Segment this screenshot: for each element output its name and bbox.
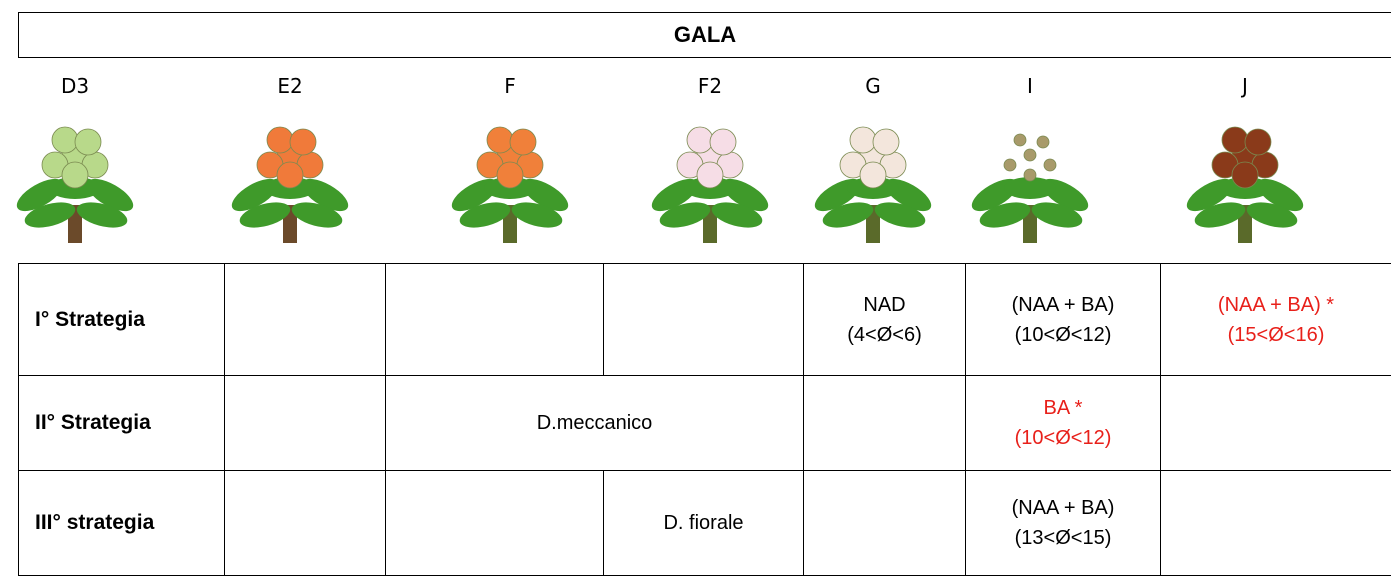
leaf [239, 202, 291, 228]
cell: (NAA + BA) (13<Ø<15) [965, 470, 1161, 576]
text: (13<Ø<15) [1014, 527, 1112, 549]
text: (10<Ø<12) [1014, 427, 1112, 449]
bud [509, 128, 537, 156]
bud [1231, 161, 1259, 189]
leaf [1194, 202, 1246, 228]
cell [803, 470, 966, 576]
leaf [1246, 202, 1298, 228]
text: (4<Ø<6) [847, 323, 922, 346]
stage-label: F2 [697, 74, 723, 98]
bud [1023, 168, 1037, 182]
stage-label: E2 [277, 74, 303, 98]
leaf [511, 202, 563, 228]
leaf [291, 202, 343, 228]
leaf [24, 202, 76, 228]
text: (NAA + BA) [1011, 293, 1115, 316]
text: (10<Ø<12) [1014, 323, 1112, 346]
bud [1023, 148, 1037, 162]
bud [266, 126, 294, 154]
strategy: II° Strategia [18, 375, 225, 471]
bud [1043, 158, 1057, 172]
leaf [822, 202, 874, 228]
leaf [659, 202, 711, 228]
cell [224, 263, 386, 376]
leaf [874, 202, 926, 228]
cell [385, 470, 604, 576]
bud [74, 128, 102, 156]
bud [1003, 158, 1017, 172]
text: D.meccanico [536, 412, 653, 434]
strategy-table: I° Strategia NAD (4<Ø<6) (NAA + BA) (10<Ø<… [18, 263, 1391, 576]
bud [496, 161, 524, 189]
leaf [1004, 177, 1056, 199]
row: I° Strategia NAD (4<Ø<6) (NAA + BA) (10<Ø<… [18, 263, 1391, 376]
bud [61, 161, 89, 189]
bud [276, 161, 304, 189]
cell [1160, 470, 1391, 576]
text: (15<Ø<16) [1227, 323, 1325, 346]
strategy: III° strategia [18, 470, 225, 576]
bud [696, 161, 724, 189]
stage-label: J [1242, 74, 1248, 98]
stage-image [971, 133, 1089, 243]
leaf [979, 202, 1031, 228]
cell: (NAA + BA) * (15<Ø<16) [1160, 263, 1391, 376]
stage-image [651, 126, 769, 243]
bud [1036, 135, 1050, 149]
text: (NAA + BA) * [1217, 293, 1335, 316]
stage-image [231, 126, 349, 243]
cell [224, 470, 386, 576]
stage-image [814, 126, 932, 243]
stage-image [451, 126, 569, 243]
bud [289, 128, 317, 156]
strategy: I° Strategia [18, 263, 225, 376]
row: II° Strategia D.meccanico BA * (10<Ø<12) [18, 375, 1391, 471]
stages: D3 E2 F F2 G I J [0, 60, 1391, 260]
bud [1013, 133, 1027, 147]
cell: D. fiorale [603, 470, 804, 576]
cell: (NAA + BA) (10<Ø<12) [965, 263, 1161, 376]
stage-label: G [865, 74, 881, 98]
cell: NAD (4<Ø<6) [803, 263, 966, 376]
leaf [459, 202, 511, 228]
text: D. fiorale [663, 512, 744, 534]
text: (NAA + BA) [1011, 497, 1115, 519]
bud [486, 126, 514, 154]
cell [1160, 375, 1391, 471]
bud [709, 128, 737, 156]
title: GALA [18, 12, 1391, 58]
bud [1244, 128, 1272, 156]
cell [803, 375, 966, 471]
leaf [1031, 202, 1083, 228]
stage-image [16, 126, 134, 243]
cell [385, 263, 604, 376]
cell: BA * (10<Ø<12) [965, 375, 1161, 471]
bud [686, 126, 714, 154]
cell [224, 375, 386, 471]
bud [859, 161, 887, 189]
cell [603, 263, 804, 376]
row: III° strategia D. fiorale (NAA + BA) (13<… [18, 470, 1391, 576]
leaf [76, 202, 128, 228]
stage-label: D3 [60, 74, 90, 98]
stage-label: F [504, 74, 516, 98]
bud [872, 128, 900, 156]
stage-image [1186, 126, 1304, 243]
cell: D.meccanico [385, 375, 804, 471]
bud [849, 126, 877, 154]
text: NAD [863, 293, 906, 316]
text: BA * [1043, 397, 1083, 419]
leaf [711, 202, 763, 228]
bud [1221, 126, 1249, 154]
stage-label: I [1027, 74, 1033, 98]
bud [51, 126, 79, 154]
